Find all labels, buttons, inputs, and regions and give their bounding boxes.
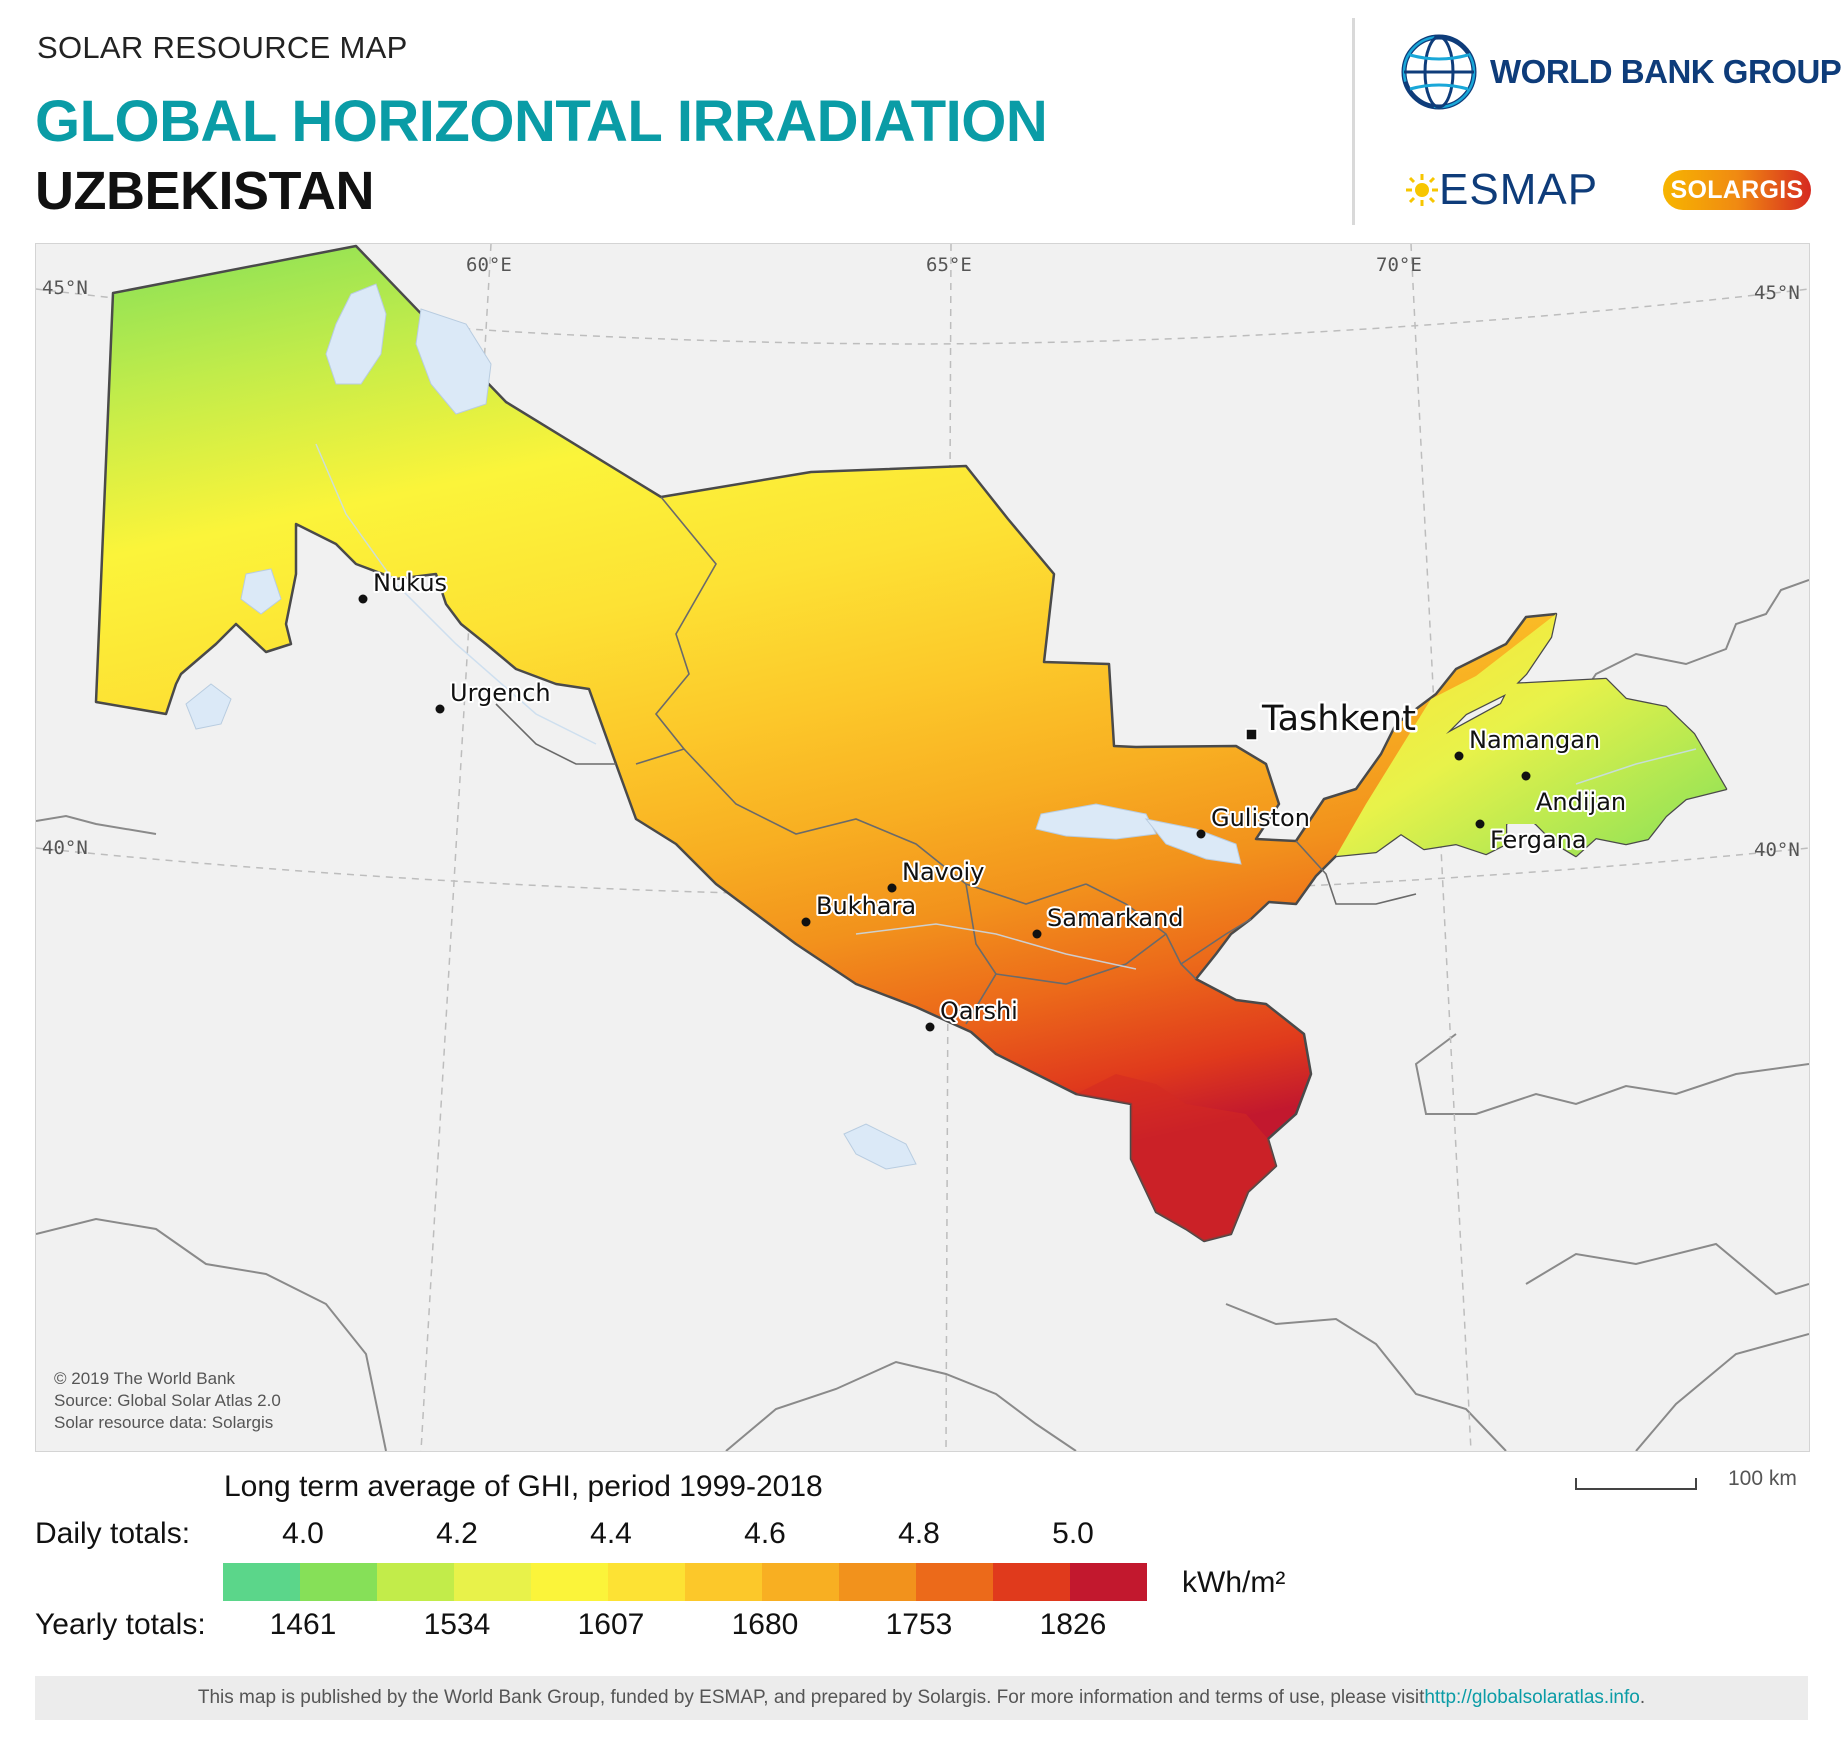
- ramp-swatch: [223, 1563, 300, 1601]
- daily-tick: 4.4: [590, 1517, 632, 1550]
- ramp-swatch: [300, 1563, 377, 1601]
- city-label-nukus: Nukus: [373, 569, 447, 597]
- city-dot-fergana[interactable]: [1475, 819, 1485, 829]
- map-title: GLOBAL HORIZONTAL IRRADIATION: [35, 89, 1048, 154]
- city-label-fergana: Fergana: [1490, 826, 1587, 854]
- city-label-namangan: Namangan: [1469, 726, 1600, 754]
- footer-text: This map is published by the World Bank …: [197, 1687, 1425, 1708]
- credit-line: © 2019 The World Bank: [54, 1369, 236, 1388]
- parallel-label-45n-left: 45°N: [42, 277, 88, 299]
- credit-line: Solar resource data: Solargis: [54, 1413, 274, 1432]
- region-borders: [495, 496, 1417, 1025]
- scale-bar: [1575, 1478, 1697, 1490]
- city-label-navoiy: Navoiy: [902, 858, 984, 886]
- city-dot-qarshi[interactable]: [925, 1022, 935, 1032]
- ramp-swatch: [531, 1563, 608, 1601]
- color-ramp: [223, 1563, 1147, 1601]
- daily-tick: 5.0: [1052, 1517, 1094, 1550]
- parallel-label-40n-right: 40°N: [1754, 839, 1800, 861]
- map-credits: © 2019 The World Bank Source: Global Sol…: [54, 1368, 281, 1434]
- rivers: [315, 443, 1697, 970]
- daily-tick: 4.6: [744, 1517, 786, 1550]
- city-dot-andijan[interactable]: [1521, 771, 1531, 781]
- city-label-qarshi: Qarshi: [940, 997, 1018, 1025]
- uzbekistan-territory[interactable]: [94, 244, 1728, 1243]
- parallel-label-40n-left: 40°N: [42, 837, 88, 859]
- yearly-tick: 1534: [423, 1608, 491, 1641]
- meridian-label-65e: 65°E: [926, 254, 972, 276]
- ramp-swatch: [993, 1563, 1070, 1601]
- city-dot-namangan[interactable]: [1454, 751, 1464, 761]
- ramp-swatch: [916, 1563, 993, 1601]
- ramp-swatch: [608, 1563, 685, 1601]
- ramp-swatch: [454, 1563, 531, 1601]
- city-dot-guliston[interactable]: [1196, 829, 1206, 839]
- country-name: UZBEKISTAN: [35, 161, 375, 221]
- city-label-guliston: Guliston: [1211, 804, 1310, 832]
- scale-label: 100 km: [1728, 1467, 1797, 1490]
- daily-tick: 4.2: [436, 1517, 478, 1550]
- sun-icon: [1406, 174, 1438, 206]
- map-panel[interactable]: 60°E 65°E 70°E 45°N 45°N 40°N 40°N: [35, 243, 1810, 1452]
- capital-marker-tashkent[interactable]: [1245, 728, 1258, 741]
- header-divider: [1352, 18, 1355, 225]
- footer-bar: This map is published by the World Bank …: [35, 1676, 1808, 1720]
- yearly-tick: 1461: [269, 1608, 337, 1641]
- water-bodies: [185, 283, 1242, 1170]
- globe-icon: [1401, 34, 1477, 110]
- map-canvas: 60°E 65°E 70°E 45°N 45°N 40°N 40°N: [36, 244, 1809, 1451]
- city-label-samarkand: Samarkand: [1047, 904, 1184, 932]
- city-markers: Nukus Urgench Navoiy Bukhara Samarkand Q…: [358, 567, 1628, 1032]
- neighbour-borders: [36, 579, 1809, 1451]
- ramp-swatch: [839, 1563, 916, 1601]
- esmap-wordmark: ESMAP: [1439, 165, 1599, 214]
- yearly-tick: 1753: [885, 1608, 953, 1641]
- city-dot-samarkand[interactable]: [1032, 929, 1042, 939]
- yearly-tick: 1680: [731, 1608, 799, 1641]
- yearly-totals-label: Yearly totals:: [35, 1608, 206, 1641]
- ramp-swatch: [377, 1563, 454, 1601]
- city-dot-nukus[interactable]: [358, 594, 368, 604]
- ramp-swatch: [762, 1563, 839, 1601]
- meridian-label-70e: 70°E: [1376, 254, 1422, 276]
- city-dot-bukhara[interactable]: [801, 917, 811, 927]
- city-label-urgench: Urgench: [450, 679, 551, 707]
- map-kicker: SOLAR RESOURCE MAP: [37, 30, 408, 65]
- solargis-logo: SOLARGIS: [1663, 170, 1811, 210]
- meridian-label-60e: 60°E: [466, 254, 512, 276]
- world-bank-wordmark: WORLD BANK GROUP: [1490, 53, 1842, 90]
- southern-highlands: [1076, 1074, 1276, 1241]
- capital-label-tashkent: Tashkent: [1261, 699, 1416, 739]
- city-label-andijan: Andijan: [1536, 788, 1626, 816]
- world-bank-logo: WORLD BANK GROUP: [1400, 33, 1842, 111]
- ramp-swatch: [1070, 1563, 1147, 1601]
- city-dot-navoiy[interactable]: [887, 883, 897, 893]
- city-label-bukhara: Bukhara: [816, 892, 916, 920]
- fergana-valley: [1336, 614, 1726, 856]
- legend-unit: kWh/m²: [1182, 1566, 1286, 1599]
- credit-line: Source: Global Solar Atlas 2.0: [54, 1391, 281, 1410]
- footer-link[interactable]: http://globalsolaratlas.info: [1424, 1687, 1640, 1708]
- yearly-tick: 1826: [1039, 1608, 1107, 1641]
- legend-title: Long term average of GHI, period 1999-20…: [224, 1470, 823, 1503]
- daily-totals-label: Daily totals:: [35, 1517, 191, 1550]
- city-dot-urgench[interactable]: [435, 704, 445, 714]
- daily-tick: 4.0: [282, 1517, 324, 1550]
- daily-tick: 4.8: [898, 1517, 940, 1550]
- yearly-tick: 1607: [577, 1608, 645, 1641]
- footer-end: .: [1639, 1687, 1646, 1708]
- parallel-label-45n-right: 45°N: [1754, 282, 1800, 304]
- ramp-swatch: [685, 1563, 762, 1601]
- esmap-logo: ESMAP: [1405, 165, 1598, 215]
